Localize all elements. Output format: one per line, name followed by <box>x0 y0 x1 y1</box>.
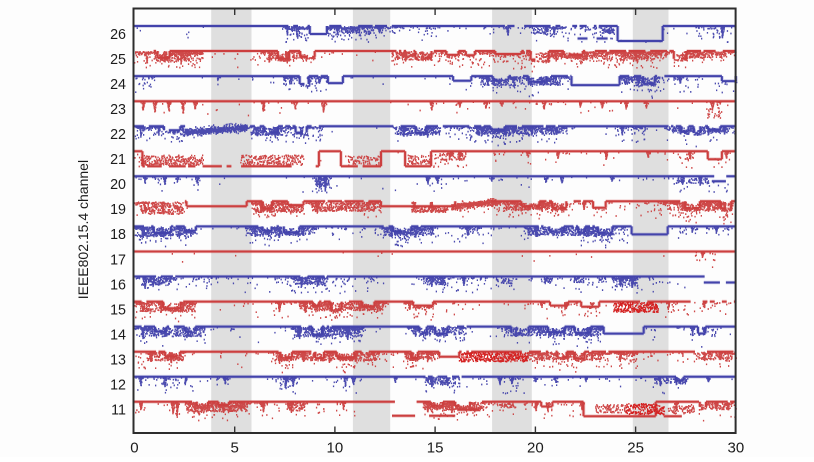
svg-text:23: 23 <box>110 102 126 118</box>
svg-text:24: 24 <box>110 77 126 93</box>
svg-text:15: 15 <box>110 302 126 318</box>
svg-text:17: 17 <box>110 252 126 268</box>
svg-text:12: 12 <box>110 378 126 394</box>
svg-text:20: 20 <box>527 440 544 457</box>
svg-text:14: 14 <box>110 327 126 343</box>
svg-text:19: 19 <box>110 202 126 218</box>
svg-text:21: 21 <box>110 152 126 168</box>
svg-text:13: 13 <box>110 353 126 369</box>
svg-text:IEEE802.15.4 channel: IEEE802.15.4 channel <box>75 160 91 299</box>
svg-text:25: 25 <box>627 440 644 457</box>
svg-text:15: 15 <box>427 440 444 457</box>
svg-text:20: 20 <box>110 177 126 193</box>
svg-text:25: 25 <box>110 52 126 68</box>
svg-text:11: 11 <box>111 403 126 419</box>
svg-text:22: 22 <box>110 127 126 143</box>
svg-text:26: 26 <box>110 27 126 43</box>
svg-text:0: 0 <box>130 440 138 457</box>
svg-text:5: 5 <box>231 440 239 457</box>
svg-text:18: 18 <box>110 227 126 243</box>
svg-text:16: 16 <box>110 277 126 293</box>
svg-text:10: 10 <box>327 440 344 457</box>
svg-text:30: 30 <box>728 440 745 457</box>
